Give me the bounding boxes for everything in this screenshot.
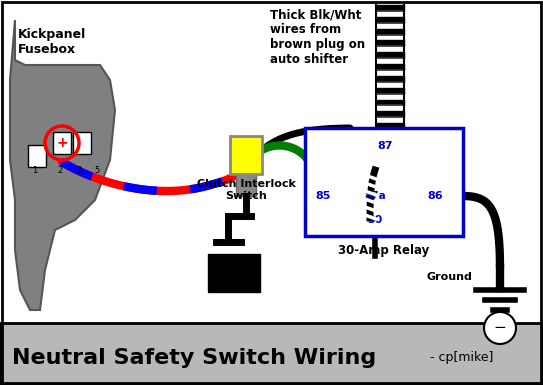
Text: Thick Blk/Wht
wires from
brown plug on
auto shifter: Thick Blk/Wht wires from brown plug on a… xyxy=(270,8,365,66)
Text: 30-Amp Relay: 30-Amp Relay xyxy=(338,244,430,257)
Text: 87a: 87a xyxy=(364,191,386,201)
Circle shape xyxy=(484,312,516,344)
Text: Kickpanel
Fusebox: Kickpanel Fusebox xyxy=(18,28,86,56)
Bar xyxy=(236,174,256,196)
Text: 87: 87 xyxy=(377,141,393,151)
Text: Clutch Interlock
Switch: Clutch Interlock Switch xyxy=(197,179,295,201)
Text: 86: 86 xyxy=(427,191,443,201)
Text: 85: 85 xyxy=(315,191,331,201)
Text: 30: 30 xyxy=(368,215,383,225)
Bar xyxy=(208,254,260,292)
Text: 1: 1 xyxy=(33,166,37,175)
Text: 2: 2 xyxy=(58,166,62,175)
Text: - cp[mike]: - cp[mike] xyxy=(430,352,494,365)
Bar xyxy=(53,132,71,154)
Text: −: − xyxy=(494,320,507,335)
Text: Ground: Ground xyxy=(426,272,472,282)
Bar xyxy=(305,128,463,236)
Text: +: + xyxy=(56,136,68,150)
Bar xyxy=(73,132,91,154)
Text: Neutral Safety Switch Wiring: Neutral Safety Switch Wiring xyxy=(12,348,376,368)
Text: 5: 5 xyxy=(94,166,99,175)
Bar xyxy=(0,323,543,385)
Bar xyxy=(28,145,46,167)
Text: 3: 3 xyxy=(77,166,81,175)
Polygon shape xyxy=(10,20,115,310)
Bar xyxy=(230,136,262,174)
